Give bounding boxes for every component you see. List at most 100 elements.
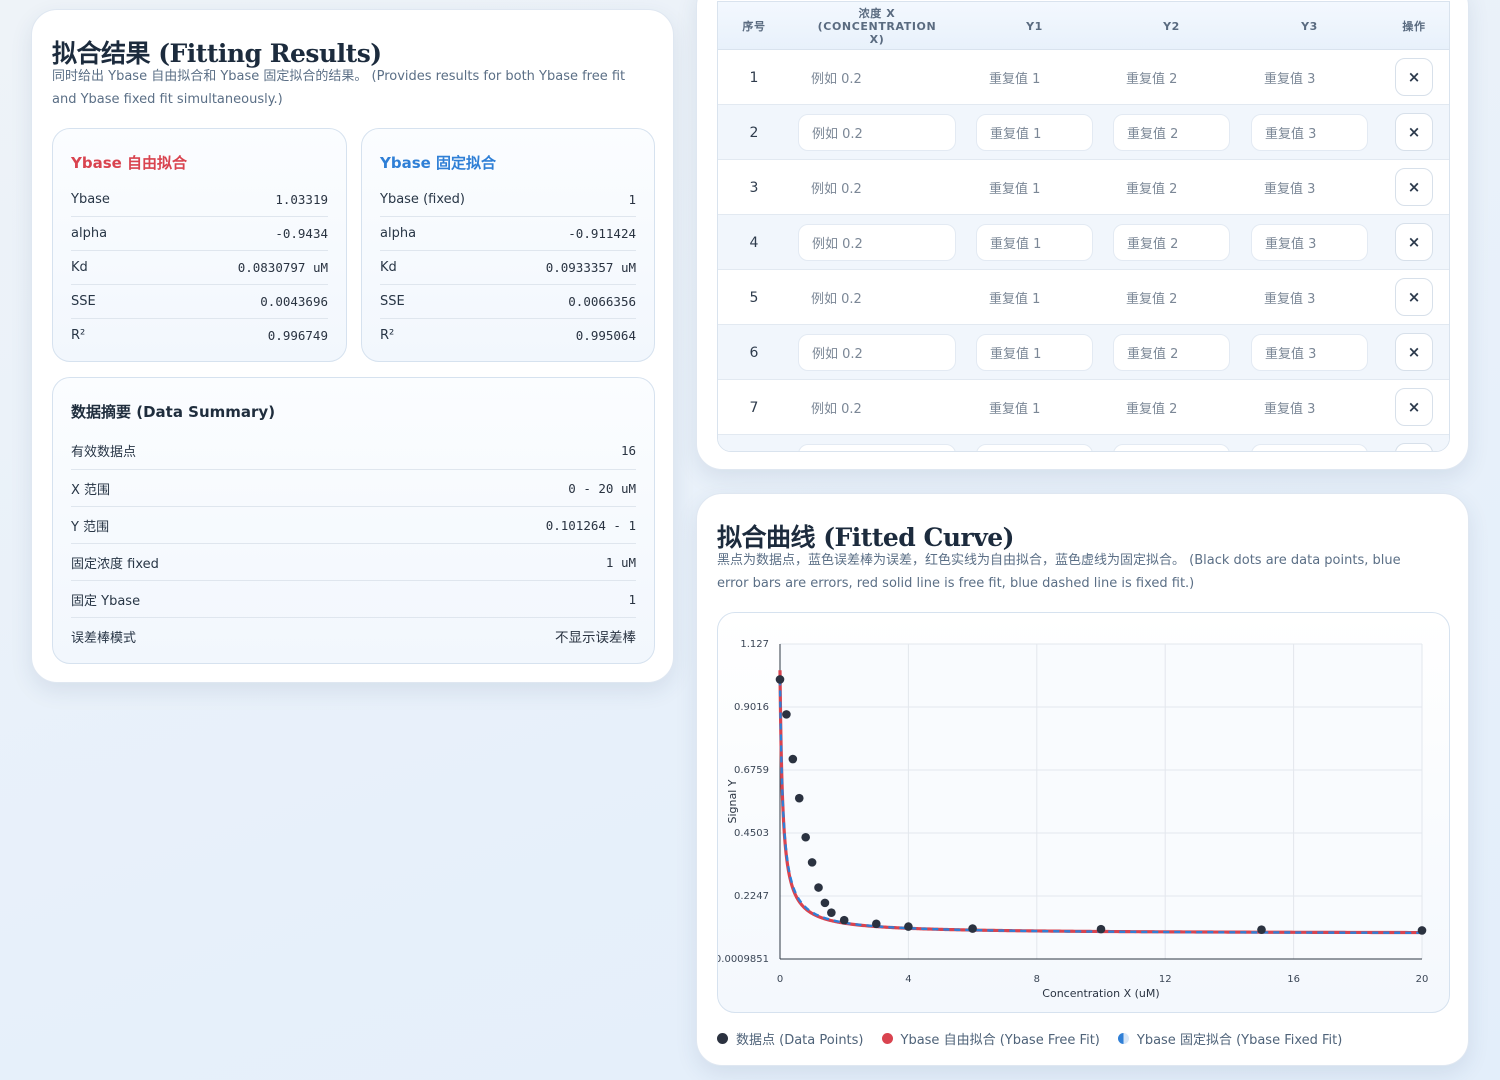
y2-input[interactable]: 重复值 2 [1113, 334, 1230, 371]
y1-input[interactable]: 重复值 1 [976, 114, 1093, 151]
partial-input[interactable] [976, 444, 1093, 451]
x-tick-label: 16 [1287, 974, 1300, 985]
results-description: 同时给出 Ybase 自由拟合和 Ybase 固定拟合的结果。 (Provide… [52, 69, 626, 107]
delete-row-button[interactable]: × [1395, 223, 1433, 261]
delete-row-button[interactable]: × [1395, 278, 1433, 316]
x-axis-label: Concentration X (uM) [1042, 987, 1159, 1000]
result-value: 16 [620, 443, 636, 458]
partial-input[interactable] [798, 444, 956, 451]
header-y2: Y2 [1163, 19, 1180, 33]
result-key: alpha [71, 226, 108, 241]
x-tick-label: 4 [905, 974, 911, 985]
y3-input[interactable]: 重复值 3 [1264, 402, 1316, 417]
delete-row-button[interactable]: × [1395, 388, 1433, 426]
concentration-input[interactable]: 例如 0.2 [798, 334, 956, 371]
chart-title: 拟合曲线 (Fitted Curve) [717, 523, 1014, 552]
header-index: 序号 [742, 19, 766, 33]
y1-input[interactable]: 重复值 1 [989, 292, 1041, 307]
y3-input[interactable]: 重复值 3 [1264, 292, 1316, 307]
free-fit-marker-icon [881, 1033, 893, 1044]
result-row: 固定浓度 fixed 1 uM [71, 543, 636, 580]
result-row: Ybase 1.03319 [71, 182, 328, 216]
header-concentration: 浓度 X (CONCENTRATION X) [817, 6, 937, 46]
y3-input[interactable]: 重复值 3 [1251, 114, 1368, 151]
delete-row-button[interactable]: × [1395, 113, 1433, 151]
y2-input[interactable]: 重复值 2 [1113, 224, 1230, 261]
header-y3: Y3 [1301, 19, 1318, 33]
free-fit-panel: Ybase 自由拟合 Ybase 1.03319 alpha -0.9434 Kd 0.0… [52, 128, 347, 362]
result-row: Y 范围 0.101264 - 1 [71, 506, 636, 543]
y-tick-label: 1.127 [740, 639, 769, 650]
y2-input[interactable]: 重复值 2 [1126, 72, 1178, 87]
result-key: 误差棒模式 [71, 630, 137, 646]
row-index: 6 [749, 344, 759, 361]
y3-input[interactable]: 重复值 3 [1251, 334, 1368, 371]
delete-row-button[interactable]: × [1395, 58, 1433, 96]
x-tick-label: 12 [1159, 974, 1172, 985]
result-row: R² 0.996749 [71, 318, 328, 352]
y1-input[interactable]: 重复值 1 [976, 334, 1093, 371]
result-value: 0.101264 - 1 [545, 517, 636, 533]
concentration-input[interactable]: 例如 0.2 [798, 224, 956, 261]
concentration-input[interactable]: 例如 0.2 [811, 72, 862, 87]
result-key: Ybase (fixed) [380, 191, 465, 207]
result-value: 1 [628, 191, 636, 207]
data-summary-title: 数据摘要 (Data Summary) [71, 403, 276, 421]
delete-row-button[interactable]: × [1395, 168, 1433, 206]
legend-free-fit[interactable]: Ybase 自由拟合 (Ybase Free Fit) [881, 1029, 1100, 1048]
delete-row-button[interactable] [1395, 443, 1433, 451]
y2-input[interactable]: 重复值 2 [1113, 114, 1230, 151]
data-point [814, 883, 823, 892]
result-row: Kd 0.0933357 uM [380, 250, 636, 284]
free-fit-title: Ybase 自由拟合 [71, 154, 188, 172]
partial-input[interactable] [1113, 444, 1230, 451]
result-row: 有效数据点 16 [71, 432, 636, 469]
y2-input[interactable]: 重复值 2 [1126, 292, 1178, 307]
y-tick-label: 0.9016 [734, 702, 769, 713]
y1-input[interactable]: 重复值 1 [989, 402, 1041, 417]
concentration-input[interactable]: 例如 0.2 [798, 114, 956, 151]
result-key: R² [71, 328, 86, 343]
x-tick-label: 8 [1034, 974, 1040, 985]
data-table: 序号 浓度 X (CONCENTRATION X) Y1 Y2 Y3 操作 1 例… [717, 1, 1450, 452]
data-point [794, 793, 804, 803]
result-row: 误差棒模式 不显示误差棒 [71, 617, 636, 654]
concentration-input[interactable]: 例如 0.2 [811, 182, 862, 197]
result-value: -0.911424 [568, 226, 636, 241]
x-tick-label: 20 [1416, 974, 1429, 985]
result-row: SSE 0.0066356 [380, 284, 636, 318]
y-axis-label: Signal Y [726, 779, 739, 823]
fixed-fit-panel: Ybase 固定拟合 Ybase (fixed) 1 alpha -0.911424 K… [361, 128, 655, 362]
table-row: 7 例如 0.2 重复值 1 重复值 2 重复值 3 × [718, 380, 1449, 435]
table-row: 5 例如 0.2 重复值 1 重复值 2 重复值 3 × [718, 270, 1449, 325]
y3-input[interactable]: 重复值 3 [1264, 72, 1316, 87]
legend-data-points[interactable]: 数据点 (Data Points) [717, 1029, 864, 1048]
data-point [839, 915, 849, 925]
y3-input[interactable]: 重复值 3 [1264, 182, 1316, 197]
result-value: 0.0933357 uM [545, 260, 636, 275]
y1-input[interactable]: 重复值 1 [976, 224, 1093, 261]
y3-input[interactable]: 重复值 3 [1251, 224, 1368, 261]
partial-input[interactable] [1251, 444, 1368, 451]
row-index: 5 [749, 289, 759, 306]
concentration-input[interactable]: 例如 0.2 [811, 402, 862, 417]
result-value: 1.03319 [275, 191, 328, 207]
data-point [782, 710, 791, 719]
y2-input[interactable]: 重复值 2 [1126, 402, 1178, 417]
table-row: 4 例如 0.2 重复值 1 重复值 2 重复值 3 × [718, 215, 1449, 270]
data-point [788, 754, 798, 764]
plot-area [780, 644, 1422, 959]
result-value: 0.995064 [575, 328, 636, 343]
fixed-fit-title: Ybase 固定拟合 [380, 154, 497, 172]
y2-input[interactable]: 重复值 2 [1126, 182, 1178, 197]
delete-row-button[interactable]: × [1395, 333, 1433, 371]
result-key: SSE [71, 294, 96, 309]
y1-input[interactable]: 重复值 1 [989, 72, 1041, 87]
y1-input[interactable]: 重复值 1 [989, 182, 1041, 197]
legend-fixed-fit[interactable]: Ybase 固定拟合 (Ybase Fixed Fit) [1117, 1029, 1342, 1048]
row-index: 7 [749, 399, 759, 416]
result-key: 固定 Ybase [71, 593, 141, 609]
y-tick-label: 0.6759 [734, 765, 769, 776]
concentration-input[interactable]: 例如 0.2 [811, 292, 862, 307]
result-key: Kd [380, 260, 397, 275]
